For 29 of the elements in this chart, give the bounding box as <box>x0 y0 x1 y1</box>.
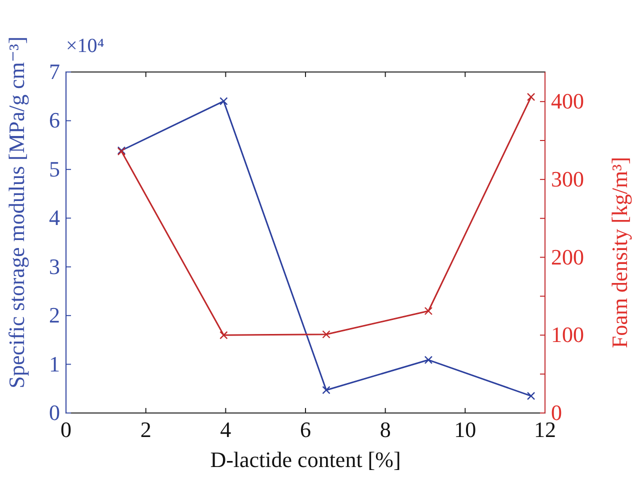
point <box>526 92 536 102</box>
point <box>322 330 330 338</box>
y-axis-title: Specific storage modulus [MPa/g cm⁻³] <box>4 36 29 388</box>
y-tick-label: 0 <box>49 400 60 425</box>
y-tick-label: 1 <box>49 351 60 376</box>
point <box>322 386 330 394</box>
y-tick-label: 5 <box>49 156 60 182</box>
x-tick-label: 4 <box>220 417 232 442</box>
point <box>220 331 228 340</box>
y2-tick-label: 400 <box>551 88 584 114</box>
y-tick-label: 6 <box>49 108 60 133</box>
y-tick-label: 4 <box>49 205 60 230</box>
y-tick-label: 2 <box>49 302 60 328</box>
x-axis-title: D-lactide content [%] <box>210 447 401 472</box>
x-tick-label: 2 <box>140 417 152 442</box>
y2-tick-label: 200 <box>551 244 584 270</box>
y2-tick-label: 300 <box>551 166 584 192</box>
text: ×10⁴ <box>66 35 104 57</box>
y-tick-label: 3 <box>49 254 60 279</box>
x-tick-label: 8 <box>380 417 391 442</box>
point <box>526 392 536 400</box>
x-tick-label: 6 <box>300 417 311 442</box>
y2-axis-title: Foam density [kg/m³] <box>607 156 632 348</box>
y2-tick-label: 100 <box>551 322 584 348</box>
y-tick-label: 7 <box>49 59 60 84</box>
point <box>220 97 228 106</box>
point <box>424 356 433 364</box>
point <box>424 306 433 316</box>
x-tick-label: 10 <box>454 417 476 442</box>
